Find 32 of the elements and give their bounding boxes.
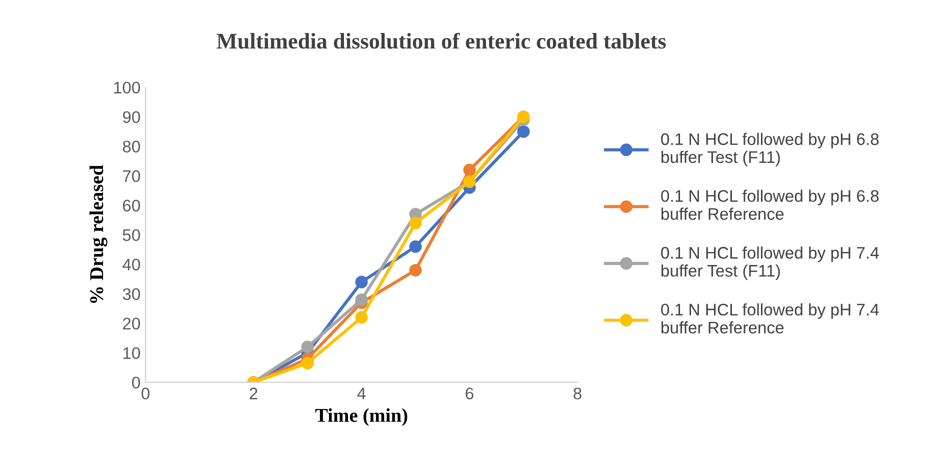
x-axis-title: Time (min) bbox=[315, 408, 408, 426]
y-tick-label: 40 bbox=[122, 258, 140, 271]
y-tick-label: 80 bbox=[122, 140, 140, 153]
x-tick-label: 2 bbox=[250, 388, 258, 400]
y-tick-label: 10 bbox=[123, 347, 140, 360]
y-tick-label: 70 bbox=[123, 170, 140, 182]
legend-label: 0.1 N HCL followed by pH 6.8 buffer Reference bbox=[661, 190, 879, 220]
x-tick-label: 0 bbox=[142, 388, 150, 400]
y-axis-title: % Drug released bbox=[90, 165, 108, 303]
point bbox=[355, 276, 368, 288]
point bbox=[409, 264, 422, 276]
legend-label: 0.1 N HCL followed by pH 7.4 buffer Reference bbox=[661, 303, 879, 334]
y-tick-label: 90 bbox=[122, 111, 140, 124]
x-tick-label: 8 bbox=[574, 388, 582, 400]
legend-label: 0.1 N HCL followed by pH 7.4 buffer Test (F11) bbox=[661, 246, 879, 280]
y-tick-label: 30 bbox=[122, 288, 140, 300]
legend-label: 0.1 N HCL followed by pH 6.8 buffer Test (F11) bbox=[661, 132, 879, 166]
point bbox=[355, 311, 368, 324]
y-tick-label: 20 bbox=[122, 318, 140, 330]
point bbox=[355, 293, 368, 306]
point bbox=[409, 240, 422, 253]
x-tick-label: 4 bbox=[357, 388, 366, 400]
y-tick-label: 0 bbox=[132, 376, 140, 389]
y-tick-label: 50 bbox=[122, 229, 140, 242]
point bbox=[409, 216, 422, 230]
y-tick-label: 60 bbox=[122, 200, 140, 212]
point bbox=[463, 164, 476, 176]
point bbox=[301, 356, 314, 370]
chart-title: Multimedia dissolution of enteric coated tablets bbox=[216, 32, 666, 49]
y-tick-label: 100 bbox=[114, 82, 140, 94]
x-tick-label: 6 bbox=[466, 388, 474, 400]
point bbox=[517, 125, 530, 138]
